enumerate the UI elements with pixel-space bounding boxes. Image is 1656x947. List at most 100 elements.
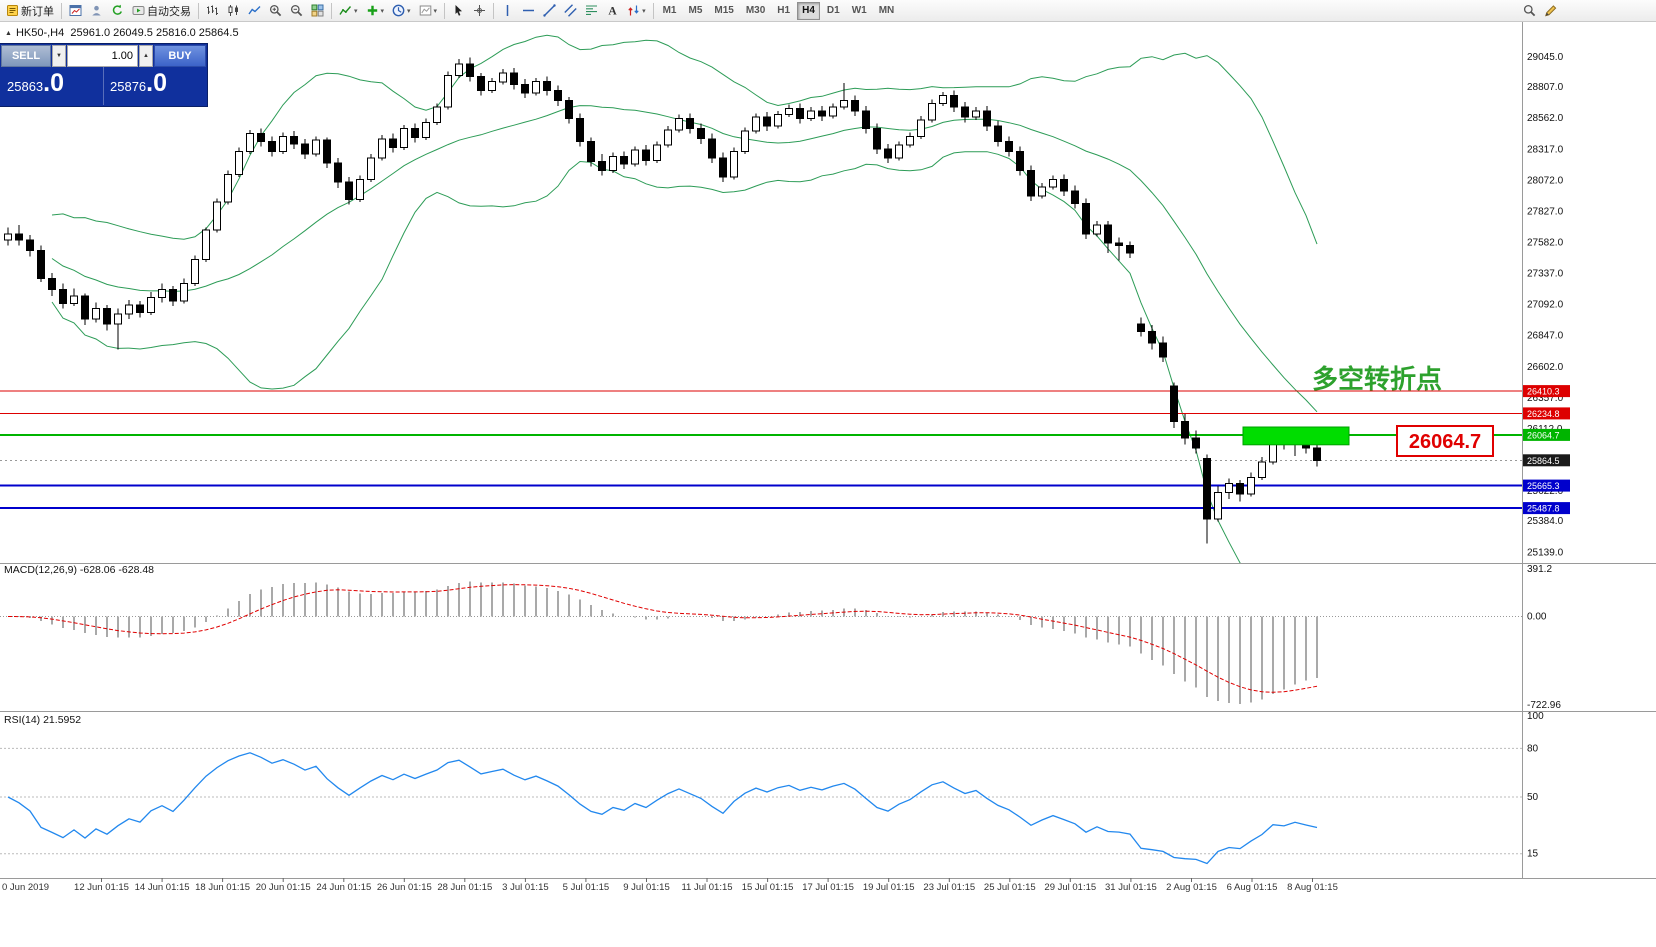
candle (774, 114, 782, 127)
chart-window-button[interactable] (65, 1, 86, 21)
timeframe-h4-button[interactable]: H4 (797, 1, 820, 20)
templates-button[interactable]: ▾ (415, 1, 442, 21)
candlestick-chart-button[interactable] (223, 1, 244, 21)
new-order-button-label: 新订单 (21, 5, 54, 18)
volume-input[interactable] (67, 45, 138, 67)
candle (202, 229, 210, 260)
rsi-panel[interactable] (0, 747, 1522, 865)
sell-button[interactable]: SELL (1, 45, 51, 67)
data-refresh-button[interactable] (107, 1, 128, 21)
candle (796, 107, 804, 120)
channel-button[interactable] (560, 1, 581, 21)
candle (488, 81, 496, 92)
candle (433, 106, 441, 123)
line-chart-icon (248, 4, 261, 17)
price-axis-label: 27582.0 (1527, 238, 1564, 249)
time-axis-label: 26 Jun 01:15 (377, 882, 432, 893)
time-axis-label: 31 Jul 01:15 (1105, 882, 1157, 893)
price-axis-label: 27092.0 (1527, 300, 1564, 311)
text-label-button[interactable]: A (602, 1, 623, 21)
candle (125, 304, 133, 315)
vertical-line-button[interactable] (497, 1, 518, 21)
highlight-rectangle[interactable] (1242, 426, 1350, 446)
candlestick-series[interactable] (4, 57, 1321, 544)
candle (917, 119, 925, 137)
fibonacci-button[interactable] (581, 1, 602, 21)
periods-button[interactable]: ▾ (388, 1, 415, 21)
candle (1016, 151, 1024, 171)
timeframe-mn-button[interactable]: MN (874, 2, 900, 20)
cursor-button[interactable] (448, 1, 469, 21)
arrows-button[interactable]: ▾ (623, 1, 650, 21)
time-axis-label: 2 Aug 01:15 (1166, 882, 1217, 893)
candle (554, 90, 562, 102)
candle (1225, 483, 1233, 494)
clock-icon (392, 4, 405, 17)
timeframe-h1-button[interactable]: H1 (772, 2, 795, 20)
profile-button[interactable] (86, 1, 107, 21)
trendline-button[interactable] (539, 1, 560, 21)
auto-trading-button[interactable]: 自动交易 (128, 1, 195, 21)
buy-button[interactable]: BUY (154, 45, 206, 67)
time-axis-label: 18 Jun 01:15 (195, 882, 250, 893)
time-axis-label: 19 Jul 01:15 (863, 882, 915, 893)
candle (147, 296, 155, 313)
one-click-trading-panel: SELL ▼ ▲ BUY 25863.0 25876.0 (0, 44, 207, 106)
candle (1115, 242, 1123, 246)
indicators-button[interactable]: ▾ (335, 1, 362, 21)
add-object-button[interactable]: ▾ (362, 1, 389, 21)
indicator-icon (339, 4, 352, 17)
candle (1203, 457, 1211, 520)
timeframe-w1-button[interactable]: W1 (847, 2, 872, 20)
candle (400, 128, 408, 149)
bar-chart-button[interactable] (202, 1, 223, 21)
candle (1005, 140, 1013, 152)
candle (840, 100, 848, 108)
macd-panel[interactable] (0, 581, 1522, 705)
candle (697, 128, 705, 140)
timeframe-m1-button[interactable]: M1 (658, 2, 682, 20)
edit-button[interactable] (1540, 1, 1561, 21)
chart-window-icon (69, 4, 82, 17)
candle (1027, 170, 1035, 197)
macd-signal-line (7, 584, 1318, 693)
volume-down-button[interactable]: ▼ (52, 45, 66, 67)
new-order-button[interactable]: 新订单 (2, 1, 58, 21)
horizontal-lines[interactable] (0, 390, 1522, 510)
sell-price[interactable]: 25863.0 (1, 67, 103, 105)
sell-price-small: 25863 (7, 79, 44, 94)
price-tag-26234.8 (1523, 407, 1570, 420)
price-axis-label: 25384.0 (1527, 516, 1564, 527)
toolbar-separator (444, 2, 446, 19)
candle (653, 144, 661, 161)
candle (455, 63, 463, 76)
trade-controls-row: SELL ▼ ▲ BUY (1, 45, 206, 67)
main-price-panel[interactable] (0, 34, 1522, 589)
text-icon: A (606, 4, 619, 18)
candle (367, 157, 375, 180)
candle (389, 138, 397, 149)
price-axis-label: 29045.0 (1527, 52, 1564, 63)
zoom-out-button[interactable] (286, 1, 307, 21)
trendline-icon (543, 4, 556, 17)
timeframe-d1-button[interactable]: D1 (822, 2, 845, 20)
candle (598, 161, 606, 172)
crosshair-button[interactable] (469, 1, 490, 21)
volume-up-button[interactable]: ▲ (139, 45, 153, 67)
timeframe-m5-button[interactable]: M5 (683, 2, 707, 20)
search-button[interactable] (1519, 1, 1540, 21)
zoom-in-button[interactable] (265, 1, 286, 21)
zoom-out-icon (290, 4, 303, 17)
candle (15, 233, 23, 241)
buy-price[interactable]: 25876.0 (103, 67, 206, 105)
candle (114, 313, 122, 325)
timeframe-m30-button[interactable]: M30 (741, 2, 770, 20)
line-chart-button[interactable] (244, 1, 265, 21)
crosshair-icon (473, 4, 486, 17)
tile-windows-button[interactable] (307, 1, 328, 21)
buy-price-big: .0 (146, 69, 168, 97)
chart-canvas[interactable]: 29045.0 28807.0 28562.0 28317.0 28072.0 27827… (0, 22, 1656, 895)
price-axis-label: 28072.0 (1527, 175, 1564, 186)
horizontal-line-button[interactable] (518, 1, 539, 21)
timeframe-m15-button[interactable]: M15 (709, 2, 738, 20)
